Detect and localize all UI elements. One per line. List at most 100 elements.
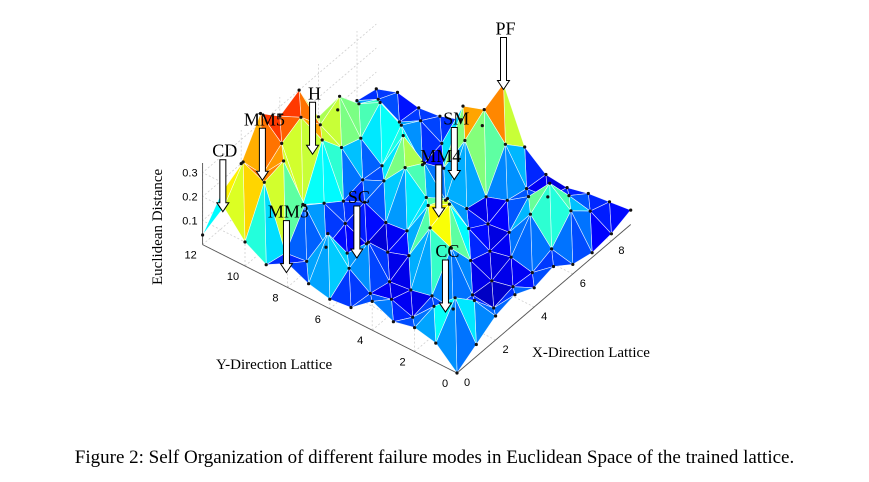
lattice-node <box>490 279 494 283</box>
lattice-node <box>278 114 282 118</box>
surface-facet <box>223 161 246 244</box>
failure-mode-label: MM3 <box>268 202 309 222</box>
lattice-node <box>419 119 423 123</box>
lattice-node <box>607 200 612 204</box>
lattice-node <box>494 314 498 318</box>
lattice-node <box>368 291 372 295</box>
lattice-node <box>509 255 513 259</box>
lattice-node <box>629 208 633 212</box>
failure-mode-label: SM <box>443 109 469 129</box>
lattice-node <box>338 94 342 98</box>
lattice-node <box>528 212 533 216</box>
lattice-node <box>363 200 367 204</box>
lattice-node <box>467 226 471 231</box>
lattice-node <box>280 141 284 145</box>
failure-mode-arrow <box>496 37 511 91</box>
lattice-node <box>544 172 548 177</box>
lattice-node <box>588 209 592 213</box>
lattice-node <box>388 280 392 284</box>
lattice-node <box>440 141 444 145</box>
lattice-node <box>511 285 515 289</box>
lattice-node <box>243 240 247 244</box>
surface-facet <box>329 267 352 308</box>
failure-mode-arrow <box>255 127 270 182</box>
failure-mode-arrow <box>279 220 294 274</box>
lattice-node <box>239 162 243 166</box>
lattice-node <box>401 134 405 138</box>
z-tick-label: 0.1 <box>182 216 197 228</box>
lattice-node <box>586 191 590 196</box>
lattice-node <box>513 293 517 297</box>
lattice-node <box>320 138 324 142</box>
y-tick-label: 4 <box>357 335 363 347</box>
failure-modes: MM5 H CD SM PF MM3 SC MM4 CC <box>212 19 516 313</box>
lattice-node <box>386 250 390 254</box>
x-tick-label: 8 <box>618 245 624 257</box>
lattice-node <box>469 258 473 263</box>
lattice-node <box>364 242 369 246</box>
surface-facet <box>609 201 632 235</box>
failure-mode-label: SC <box>348 187 370 207</box>
lattice-node <box>376 97 380 101</box>
lattice-node <box>590 251 594 255</box>
surface-plot: 0 2 4 6 8 0 2 4 6 8 10 12 0.1 0.2 0.3 X-Direction Latti… <box>150 19 650 391</box>
lattice-node <box>470 293 475 297</box>
lattice-node <box>486 222 490 226</box>
lattice-node <box>420 163 425 167</box>
failure-mode-label: CC <box>435 241 459 261</box>
failure-mode-label: MM4 <box>420 146 461 166</box>
lattice-node <box>551 264 556 269</box>
lattice-node <box>507 230 511 234</box>
lattice-node <box>492 306 496 310</box>
lattice-node <box>258 111 263 116</box>
z-tick-label: 0.2 <box>182 192 197 204</box>
lattice-node <box>447 202 451 206</box>
lattice-node <box>484 195 488 199</box>
lattice-node <box>430 294 434 298</box>
surface-facet <box>308 233 331 300</box>
y-tick-label: 0 <box>442 378 448 390</box>
lattice-node <box>405 229 409 233</box>
failure-mode-arrow <box>447 127 462 181</box>
lattice-node <box>374 87 378 91</box>
y-axis-line <box>202 244 458 374</box>
y-tick-label: 10 <box>227 271 239 283</box>
lattice-node <box>424 195 428 200</box>
x-tick-label: 6 <box>580 278 586 290</box>
lattice-node <box>345 251 349 255</box>
failure-mode-arrow <box>215 159 230 213</box>
lattice-node <box>482 108 486 112</box>
lattice-node <box>407 254 411 258</box>
surface-facet <box>435 297 458 374</box>
lattice-node <box>349 305 353 310</box>
lattice-node <box>434 341 438 345</box>
lattice-node <box>526 195 531 199</box>
surface-facet <box>512 286 535 296</box>
lattice-node <box>488 249 492 253</box>
z-tick-label: 0.3 <box>182 168 197 180</box>
lattice-node <box>201 233 205 237</box>
lattice-node <box>461 104 465 108</box>
lattice-node <box>403 166 407 170</box>
surface-facet <box>371 298 394 323</box>
failure-mode-arrow <box>349 205 364 259</box>
lattice-node <box>530 271 534 275</box>
x-tick-label: 2 <box>503 344 509 356</box>
lattice-node <box>444 198 448 202</box>
lattice-node <box>523 145 527 149</box>
z-axis-label: Euclidean Distance <box>150 168 166 285</box>
lattice-node <box>505 198 509 202</box>
surface-facet <box>503 83 526 148</box>
lattice-node <box>262 180 266 184</box>
y-tick-label: 12 <box>184 250 196 262</box>
failure-mode-label: PF <box>495 19 515 39</box>
lattice-node <box>328 297 332 301</box>
lattice-node <box>397 120 401 124</box>
lattice-node <box>297 88 301 92</box>
surface-facet <box>350 292 373 308</box>
failure-mode-arrow <box>431 164 446 218</box>
lattice-node <box>343 221 347 226</box>
lattice-node <box>341 199 345 203</box>
lattice-node <box>384 220 388 225</box>
lattice-node <box>389 297 394 301</box>
